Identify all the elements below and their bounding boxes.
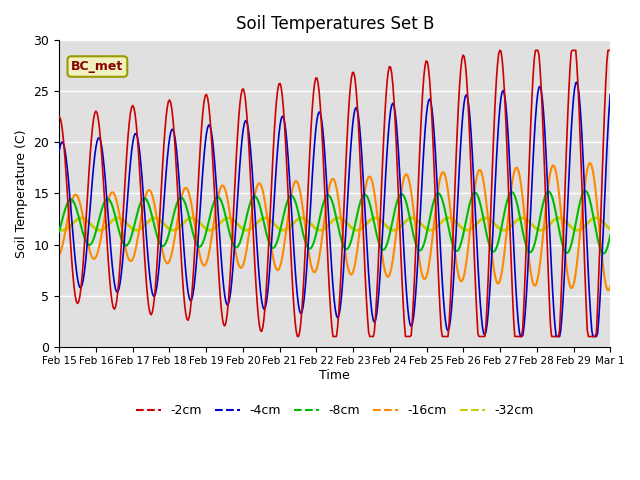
- Line: -2cm: -2cm: [59, 50, 611, 336]
- -4cm: [227, 289, 234, 295]
- -32cm: [243, 228, 250, 233]
- -32cm: [290, 220, 298, 226]
- -4cm: [573, 79, 580, 85]
- -32cm: [392, 227, 400, 232]
- -8cm: [460, 228, 468, 233]
- -16cm: [288, 191, 296, 196]
- -16cm: [55, 252, 63, 258]
- -16cm: [460, 272, 468, 278]
- -2cm: [607, 48, 614, 53]
- -4cm: [55, 148, 63, 154]
- -8cm: [288, 193, 296, 199]
- -2cm: [288, 264, 296, 270]
- -32cm: [227, 216, 234, 221]
- -4cm: [288, 208, 296, 214]
- Line: -16cm: -16cm: [59, 163, 611, 290]
- -4cm: [557, 327, 564, 333]
- -4cm: [364, 252, 371, 258]
- -2cm: [558, 273, 566, 279]
- -32cm: [607, 226, 614, 232]
- -32cm: [558, 216, 566, 222]
- -4cm: [516, 334, 524, 339]
- Title: Soil Temperatures Set B: Soil Temperatures Set B: [236, 15, 434, 33]
- X-axis label: Time: Time: [319, 369, 350, 382]
- -16cm: [390, 249, 398, 254]
- Y-axis label: Soil Temperature (C): Soil Temperature (C): [15, 129, 28, 258]
- -8cm: [55, 228, 63, 234]
- Line: -4cm: -4cm: [59, 82, 611, 336]
- -8cm: [556, 229, 563, 235]
- -4cm: [607, 92, 614, 97]
- -2cm: [227, 265, 234, 271]
- -32cm: [366, 217, 374, 223]
- -16cm: [556, 196, 563, 202]
- -16cm: [227, 216, 234, 221]
- -2cm: [294, 334, 302, 339]
- -8cm: [390, 211, 398, 217]
- -8cm: [227, 234, 234, 240]
- -16cm: [364, 177, 371, 182]
- -8cm: [607, 232, 614, 238]
- -2cm: [365, 330, 372, 336]
- Line: -8cm: -8cm: [59, 191, 611, 253]
- Line: -32cm: -32cm: [59, 218, 611, 230]
- -2cm: [461, 60, 469, 66]
- -2cm: [496, 48, 504, 53]
- Text: BC_met: BC_met: [71, 60, 124, 73]
- -8cm: [600, 251, 607, 256]
- -16cm: [604, 288, 612, 293]
- -4cm: [390, 103, 398, 108]
- -32cm: [261, 215, 269, 221]
- -32cm: [463, 227, 470, 233]
- -16cm: [586, 160, 593, 166]
- -8cm: [581, 188, 589, 193]
- -32cm: [55, 226, 63, 232]
- -2cm: [55, 114, 63, 120]
- Legend: -2cm, -4cm, -8cm, -16cm, -32cm: -2cm, -4cm, -8cm, -16cm, -32cm: [131, 399, 539, 422]
- -8cm: [364, 194, 371, 200]
- -2cm: [391, 117, 399, 123]
- -4cm: [460, 99, 468, 105]
- -16cm: [607, 284, 614, 289]
